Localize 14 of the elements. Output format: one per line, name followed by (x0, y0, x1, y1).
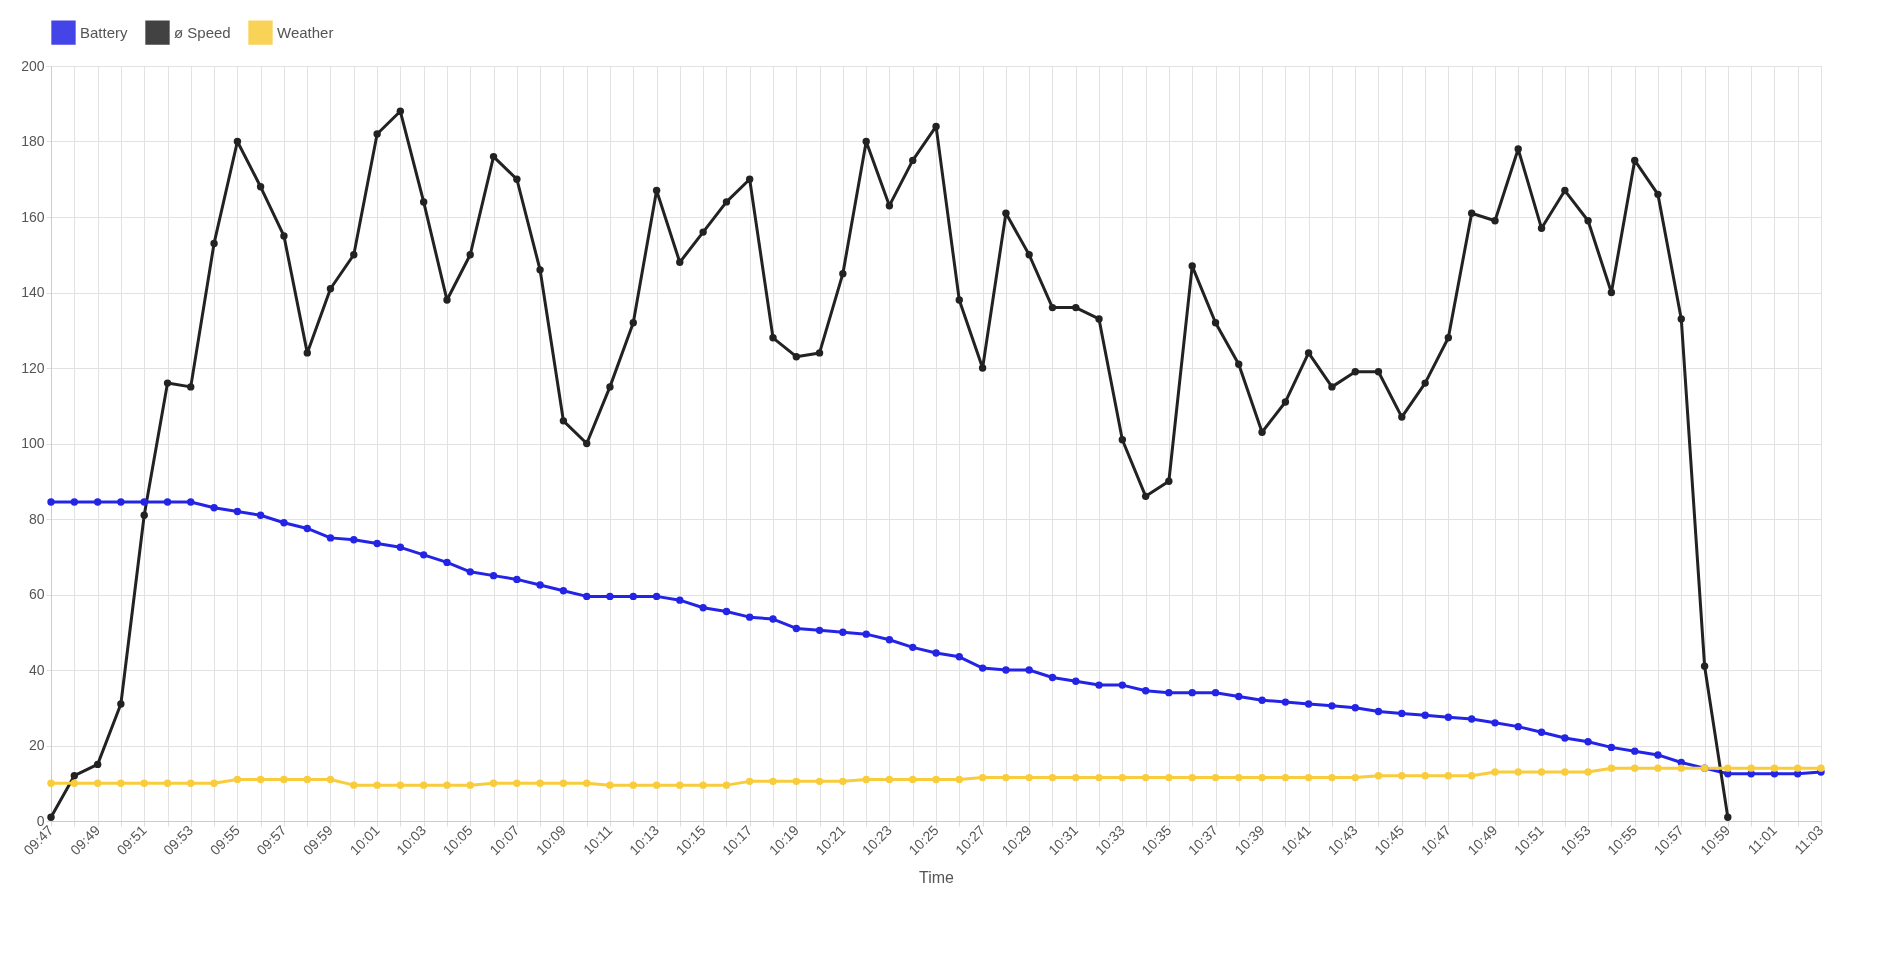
y-tick-label: 140 (21, 284, 45, 300)
y-tick-label: 180 (21, 133, 45, 149)
y-tick-label: 200 (21, 57, 45, 74)
legend-label: ø Speed (174, 23, 231, 41)
y-tick-label: 120 (21, 359, 45, 376)
y-tick-label: 40 (28, 661, 45, 678)
y-tick-label: 160 (21, 208, 45, 225)
legend-label: Battery (80, 23, 129, 41)
y-tick-label: 80 (28, 510, 45, 527)
y-tick-label: 20 (28, 737, 45, 753)
y-tick-label: 60 (28, 586, 45, 602)
y-tick-label: 100 (21, 435, 45, 451)
x-axis-title: Time (919, 869, 955, 887)
legend-label: Weather (277, 23, 334, 41)
